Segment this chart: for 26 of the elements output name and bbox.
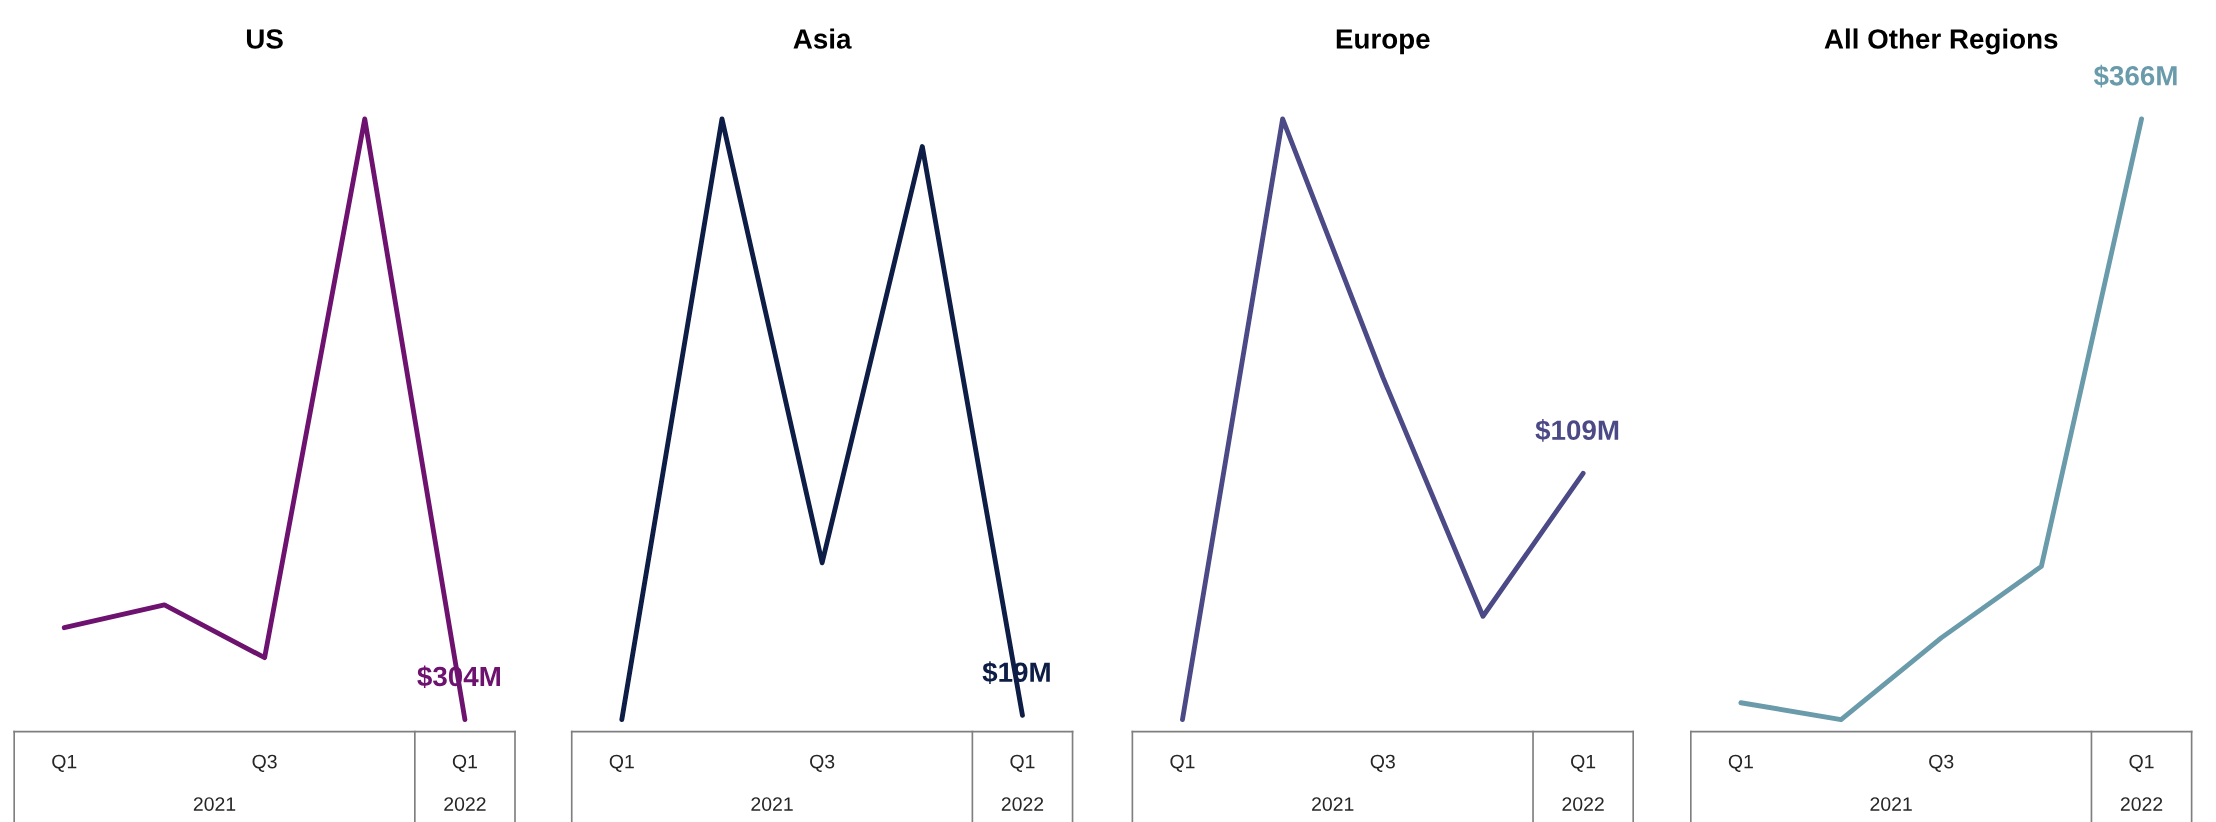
text: 2022: [444, 797, 486, 811]
annotation: $366M: [2093, 64, 2177, 88]
x-tick-label: Q1: [452, 754, 477, 772]
x-tick-label: Q1: [1010, 754, 1035, 772]
x-tick-label: Q1: [1728, 754, 1753, 772]
x-tick-label: Q3: [252, 754, 277, 772]
x-tick-label: Q3: [810, 754, 835, 772]
chart-title: Asia: [793, 28, 852, 49]
chart-title: Europe: [1336, 29, 1430, 55]
x-tick-label: Q1: [609, 754, 634, 772]
annotation: $109M: [1535, 419, 1619, 442]
x-tick-label: Q1: [2129, 754, 2154, 772]
text: 2022: [2120, 797, 2163, 811]
x-tick-label: Q1: [1571, 754, 1596, 772]
x-tick-label: Q3: [1929, 754, 1954, 772]
text: 2022: [1562, 797, 1604, 811]
text: 2021: [751, 797, 793, 811]
text: 2021: [193, 797, 236, 811]
chart-title: US: [246, 29, 283, 49]
x-tick-label: Q1: [1170, 754, 1195, 772]
x-tick-label: Q1: [52, 754, 77, 772]
text: 2021: [1312, 797, 1354, 811]
text: 2021: [1870, 797, 1912, 811]
x-tick-label: Q3: [1370, 754, 1395, 772]
text: 2022: [1001, 797, 1044, 811]
chart-title: All Other Regions: [1824, 28, 2058, 55]
